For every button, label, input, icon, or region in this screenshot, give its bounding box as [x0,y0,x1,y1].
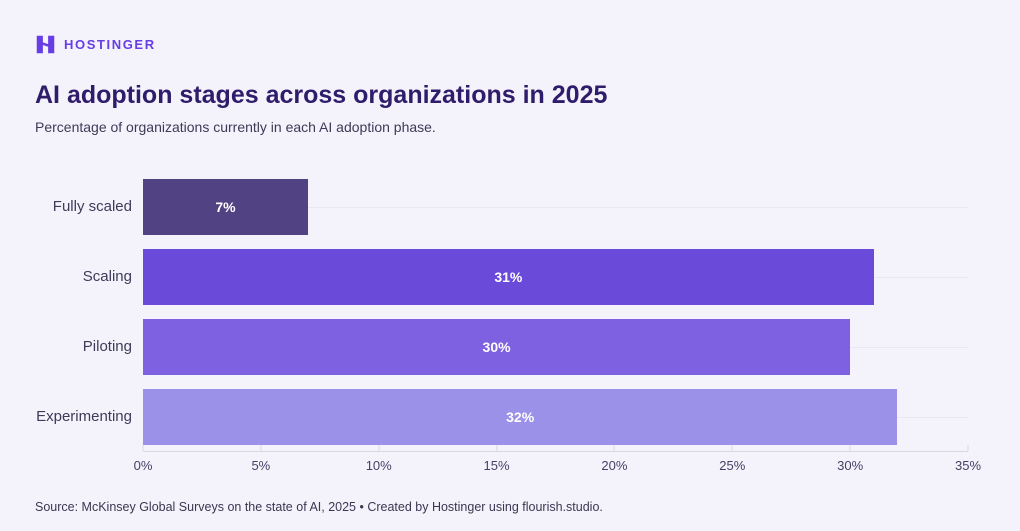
axis-tick-label: 5% [251,458,271,473]
category-label: Fully scaled [52,198,132,215]
x-axis: 0% 5% 10% 15% 20% 25% 30% 35% [134,445,981,482]
axis-tick [142,445,144,451]
page-title: AI adoption stages across organizations … [35,81,608,109]
source-note: Source: McKinsey Global Surveys on the s… [35,500,603,514]
axis-tick-label: 30% [837,458,864,473]
axis-tick-label: 15% [483,458,510,473]
axis-tick-label: 25% [719,458,746,473]
bar[interactable]: 31% [143,249,874,305]
bar-track: 31% [143,249,968,305]
category-label: Experimenting [36,408,132,425]
axis-tick [613,445,615,451]
category-label: Piloting [82,338,132,355]
axis-tick-label: 20% [601,458,628,473]
chart-row: Fully scaled 7% [35,179,968,249]
axis-tick-label: 35% [954,458,982,473]
category-label: Scaling [82,268,132,285]
bar-track: 7% [143,179,968,235]
hostinger-h-icon [36,35,55,53]
page-subtitle: Percentage of organizations currently in… [35,119,436,135]
axis-tick [849,445,851,451]
axis-tick-label: 10% [365,458,392,473]
axis-tick-label: 0% [133,458,153,473]
bar-chart: Fully scaled 7% Scaling 31% Piloting 30% Exper… [35,179,981,482]
hostinger-logo: HOSTINGER [35,33,968,55]
bar-track: 32% [143,389,968,445]
bar[interactable]: 32% [143,389,898,445]
chart-row: Experimenting 32% [35,389,968,445]
chart-rows: Fully scaled 7% Scaling 31% Piloting 30% Exper… [35,179,968,445]
bar-value-label: 31% [494,269,523,285]
axis-tick [731,445,733,451]
bar[interactable]: 7% [143,179,308,235]
bar[interactable]: 30% [143,319,851,375]
bar-value-label: 32% [506,409,535,425]
axis-tick [967,445,969,451]
chart-row: Piloting 30% [35,319,968,389]
bar-value-label: 30% [482,339,511,355]
axis-tick [496,445,498,451]
row-gridline [143,207,968,208]
axis-tick [378,445,380,451]
chart-row: Scaling 31% [35,249,968,319]
bar-track: 30% [143,319,968,375]
axis-tick [260,445,262,451]
hostinger-wordmark: HOSTINGER [64,36,156,52]
bar-value-label: 7% [215,199,236,215]
